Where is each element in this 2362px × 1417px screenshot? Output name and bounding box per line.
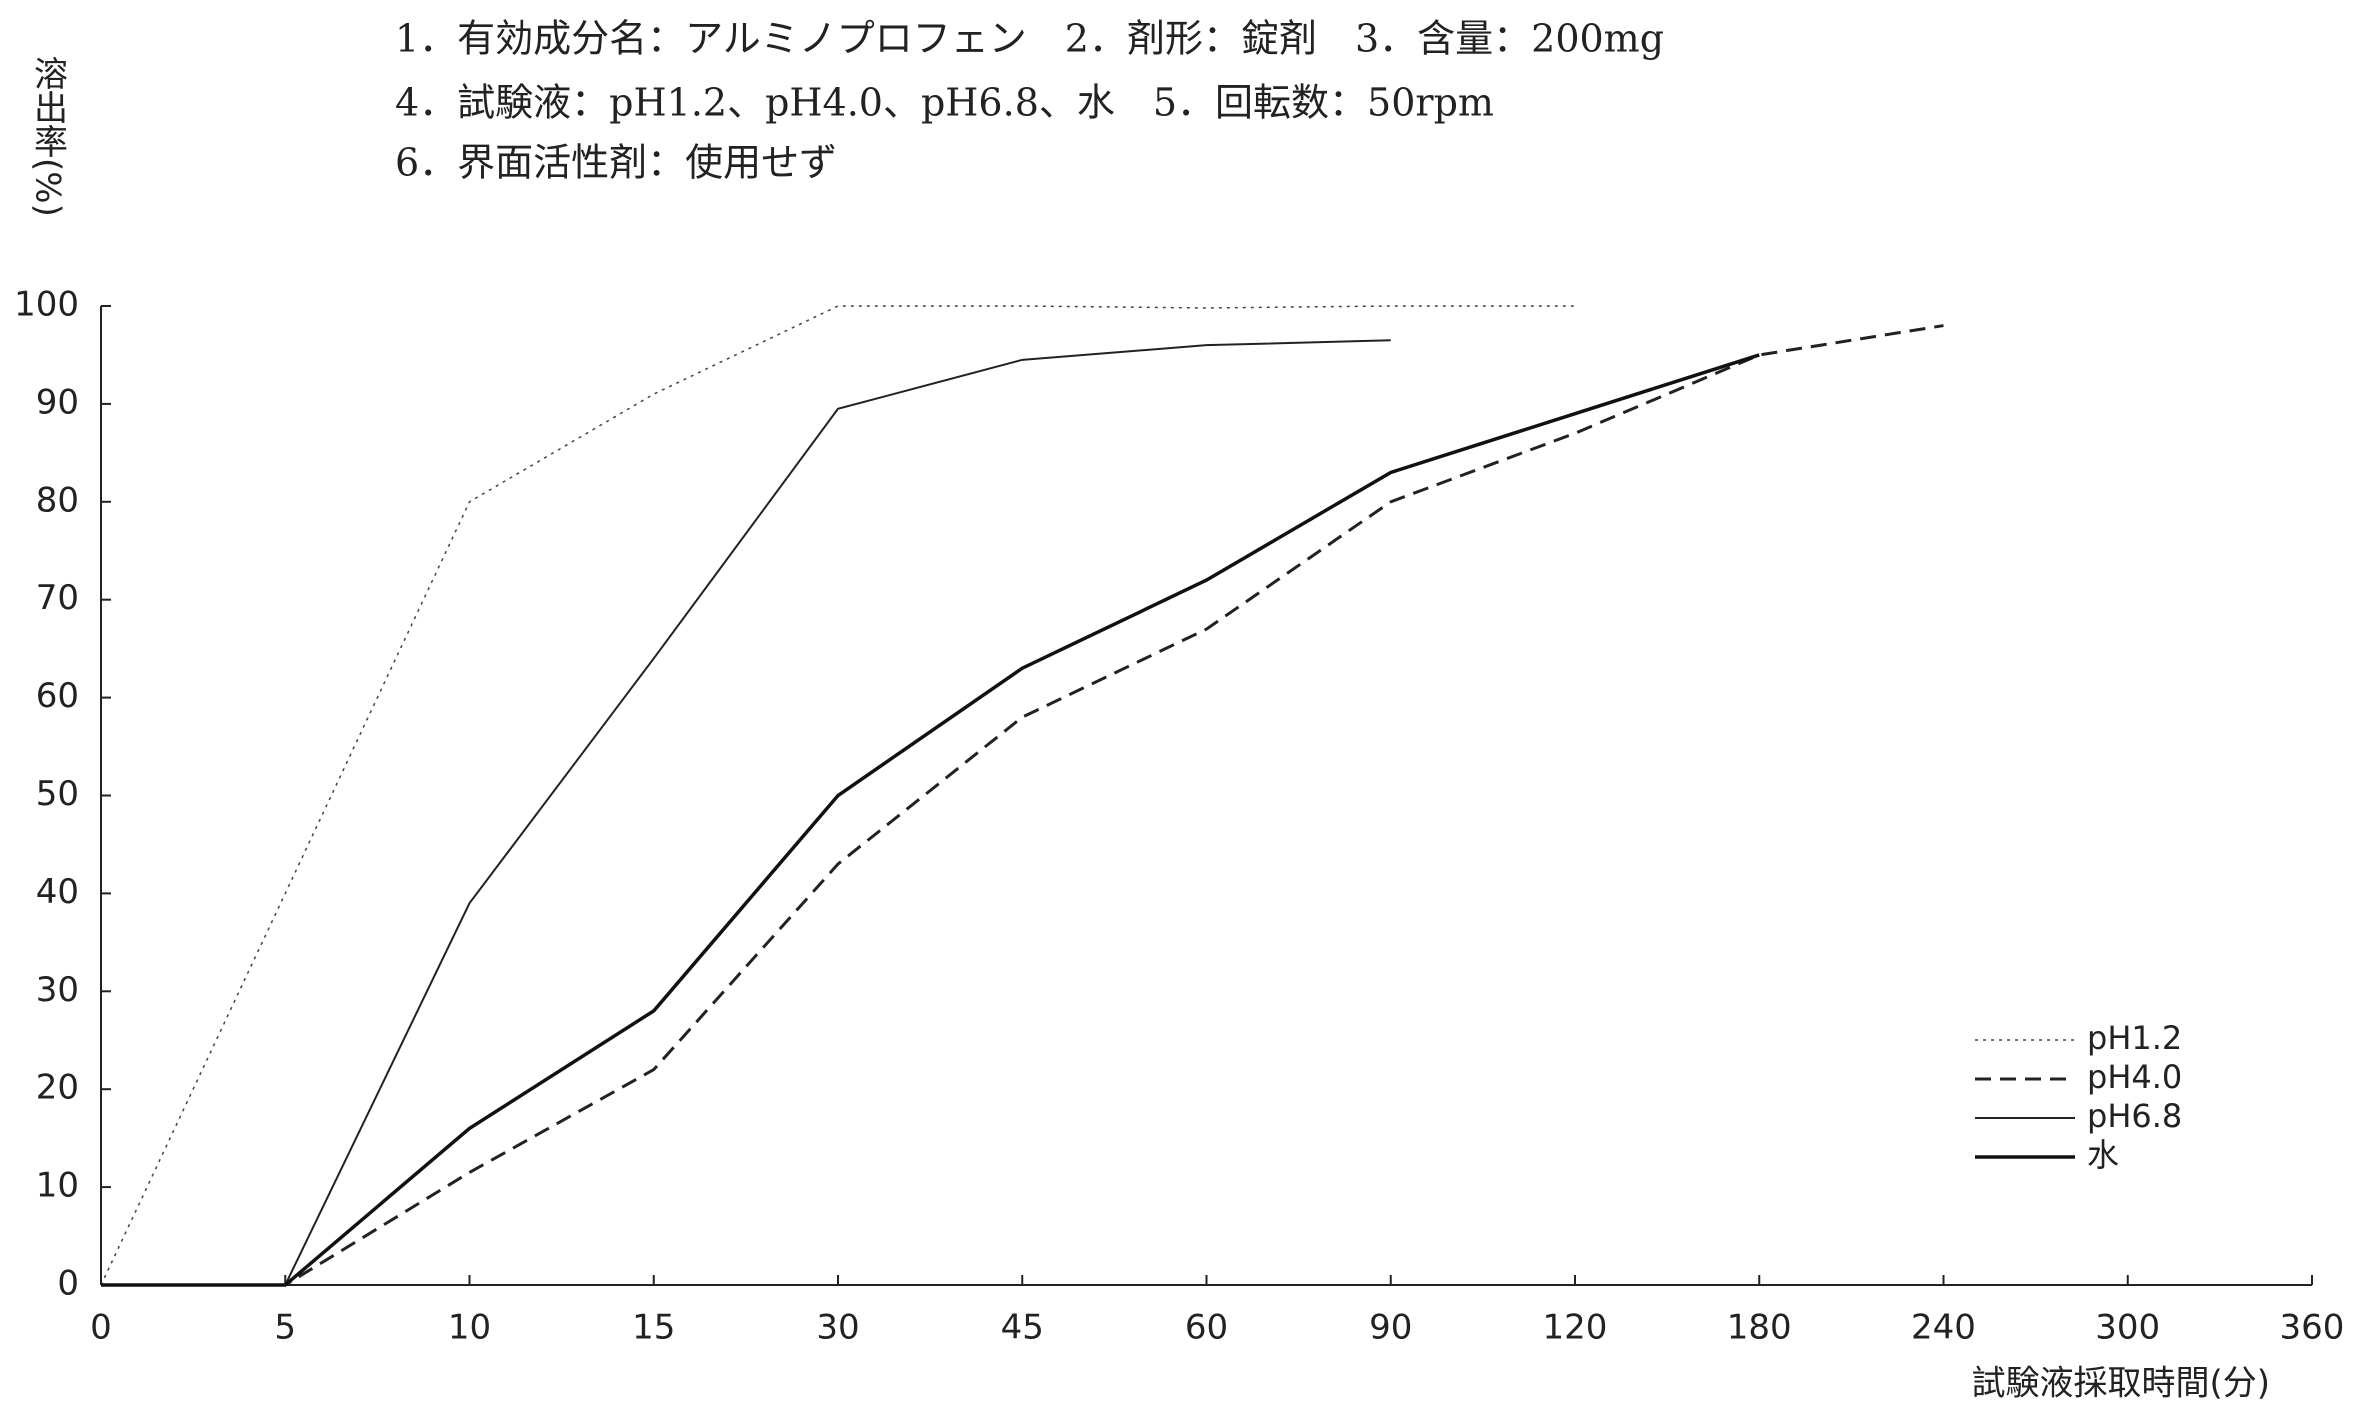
legend-label: pH6.8 bbox=[2087, 1097, 2182, 1135]
x-tick-label: 15 bbox=[632, 1308, 675, 1348]
legend-label: 水 bbox=[2087, 1136, 2119, 1174]
series-line bbox=[101, 324, 1944, 1287]
y-axis-title: 溶出率(%) bbox=[28, 56, 68, 217]
y-tick-label: 20 bbox=[36, 1068, 79, 1108]
x-tick-label: 240 bbox=[1911, 1308, 1976, 1348]
y-tick-label: 10 bbox=[36, 1166, 79, 1206]
x-tick-label: 90 bbox=[1369, 1308, 1412, 1348]
title-line: 1．有効成分名：アルミノプロフェン 2．剤形：錠剤 3．含量：200mg bbox=[395, 17, 1664, 61]
series-line bbox=[100, 305, 1575, 1286]
series-line bbox=[101, 353, 1760, 1287]
y-tick-label: 30 bbox=[36, 970, 79, 1010]
x-tick-label: 300 bbox=[2095, 1308, 2160, 1348]
x-tick-label: 45 bbox=[1001, 1308, 1044, 1348]
y-tick-label: 80 bbox=[36, 480, 79, 520]
y-tick-label: 70 bbox=[36, 578, 79, 618]
y-tick-label: 40 bbox=[36, 872, 79, 912]
x-tick-label: 360 bbox=[2280, 1308, 2345, 1348]
x-tick-label: 30 bbox=[816, 1308, 859, 1348]
series-line bbox=[101, 339, 1391, 1286]
y-tick-label: 100 bbox=[14, 285, 79, 325]
y-tick-label: 50 bbox=[36, 774, 79, 814]
x-tick-label: 0 bbox=[90, 1308, 112, 1348]
title-line: 4．試験液：pH1.2、pH4.0、pH6.8、水 5．回転数：50rpm bbox=[395, 81, 1494, 125]
legend-label: pH1.2 bbox=[2087, 1019, 2182, 1057]
x-tick-label: 180 bbox=[1727, 1308, 1792, 1348]
x-tick-label: 10 bbox=[448, 1308, 491, 1348]
x-axis-title: 試験液採取時間(分) bbox=[1971, 1364, 2270, 1404]
y-tick-label: 90 bbox=[36, 382, 79, 422]
title-line: 6．界面活性剤：使用せず bbox=[395, 141, 837, 185]
x-tick-label: 60 bbox=[1185, 1308, 1228, 1348]
x-tick-label: 120 bbox=[1543, 1308, 1608, 1348]
y-tick-label: 0 bbox=[57, 1264, 79, 1304]
x-tick-label: 5 bbox=[274, 1308, 296, 1348]
legend-label: pH4.0 bbox=[2087, 1058, 2182, 1096]
y-tick-label: 60 bbox=[36, 676, 79, 716]
